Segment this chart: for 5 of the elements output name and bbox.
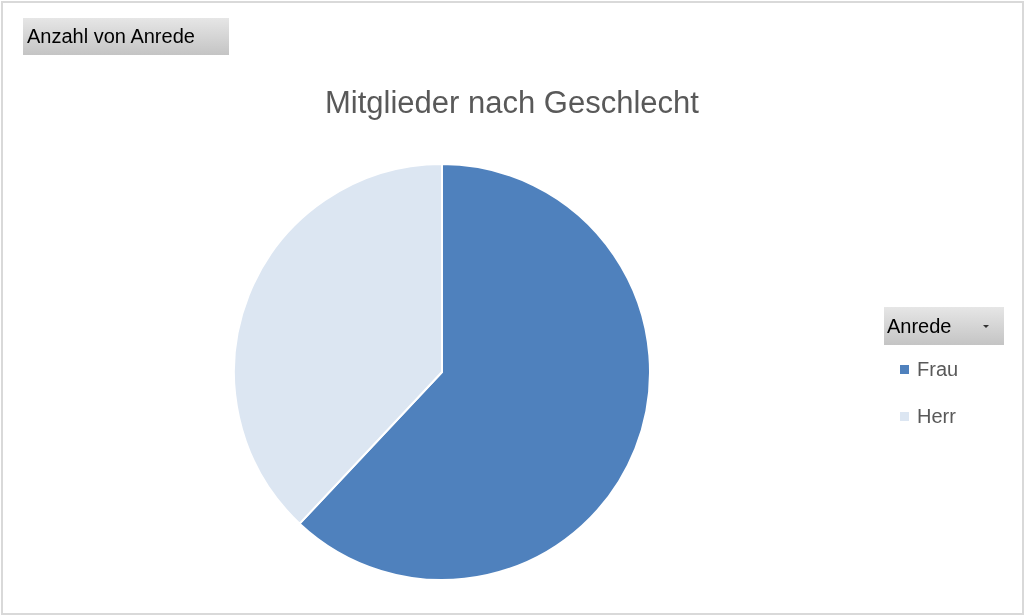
legend-label: Herr: [917, 404, 956, 428]
legend-title: Anrede: [887, 314, 952, 339]
text: Anzahl von Anrede: [27, 24, 195, 49]
chart-title: Mitglieder nach Geschlecht: [324, 84, 700, 122]
legend-label: Frau: [917, 357, 959, 381]
